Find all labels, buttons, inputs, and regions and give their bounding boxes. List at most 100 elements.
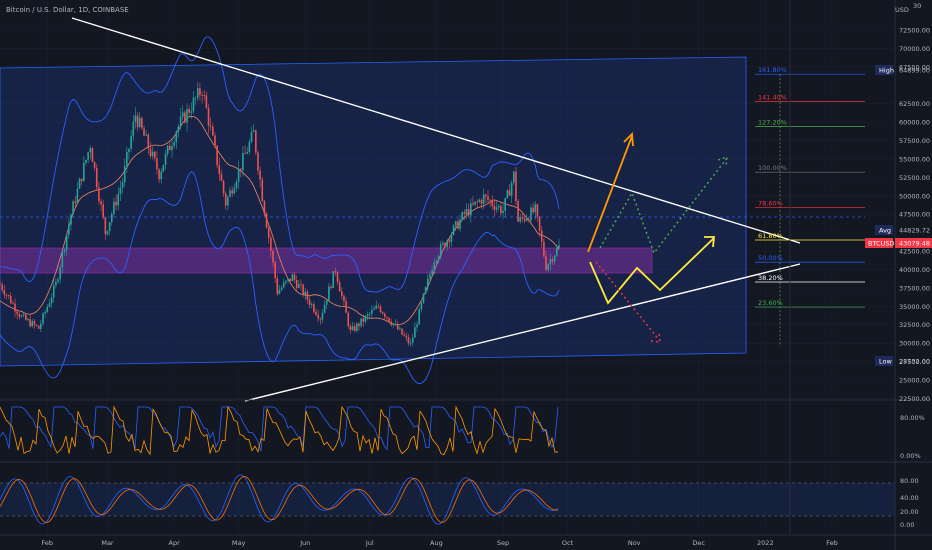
candle-body (91, 148, 94, 163)
candle-body (411, 337, 414, 343)
candle-body (500, 206, 502, 214)
candle-body (386, 316, 388, 318)
candle-body (74, 201, 77, 204)
candle-body (196, 88, 199, 98)
candle-body (98, 187, 100, 202)
fib-label: 100.00% (758, 164, 787, 172)
candle-body (235, 181, 238, 189)
candle-body (523, 218, 526, 221)
candle-body (214, 135, 216, 146)
candle-body (93, 162, 96, 168)
candle-body (267, 227, 270, 238)
candle-body (57, 279, 59, 282)
descending-trendline (71, 17, 801, 244)
candle-body (89, 148, 92, 153)
projection-green-dotted-arrow (599, 155, 728, 255)
candle-body (220, 174, 223, 181)
candle-body (128, 148, 130, 152)
low-tag-value: 28732.00 (899, 358, 930, 366)
x-tick-label: Sep (497, 539, 509, 547)
y-tick-label: 37500.00 (899, 284, 930, 292)
y-tick-label: 55000.00 (899, 155, 930, 163)
candle-body (156, 158, 158, 170)
candlesticks (0, 82, 560, 347)
candle-body (72, 201, 74, 215)
candle-body (528, 219, 530, 221)
candle-body (409, 342, 412, 344)
candle-body (282, 282, 285, 288)
candle-body (218, 165, 221, 175)
candle-body (22, 314, 25, 316)
candle-body (285, 280, 287, 283)
candle-body (259, 170, 261, 180)
osc2-k-line (0, 474, 559, 525)
osc1-blue-line (0, 406, 559, 452)
candle-body (510, 182, 513, 196)
candle-body (551, 259, 554, 262)
candle-body (306, 291, 309, 300)
fib-label: 78.60% (758, 200, 783, 208)
candle-body (16, 311, 18, 315)
candle-body (366, 314, 369, 316)
fib-label: 23.60% (758, 299, 783, 307)
candle-body (442, 242, 444, 245)
candle-body (46, 306, 49, 312)
candle-body (416, 324, 418, 328)
candle-body (265, 213, 268, 228)
candle-body (280, 287, 283, 290)
candle-body (184, 112, 186, 123)
candle-body (63, 249, 66, 252)
x-tick-label: Mar (101, 539, 114, 547)
candle-body (454, 221, 457, 226)
candle-body (252, 130, 255, 132)
y-tick-label: 40000.00 (899, 266, 930, 274)
x-tick-label: Jun (299, 539, 310, 547)
y-tick-label: 67500.00 (899, 63, 930, 71)
osc2-label-80: 80.00 (900, 477, 919, 485)
projection-yellow-arrow (589, 236, 715, 305)
y-tick-label: 30000.00 (899, 340, 930, 348)
high-tag-value: 64899.00 (899, 67, 930, 75)
candle-body (42, 313, 44, 324)
candle-body (474, 201, 476, 205)
y-tick-label: 32500.00 (899, 321, 930, 329)
candle-body (414, 327, 416, 338)
candle-body (85, 159, 87, 163)
candle-body (0, 284, 1, 286)
y-tick-label: 25000.00 (899, 377, 930, 385)
candle-body (244, 153, 246, 154)
fib-retracement (755, 73, 865, 347)
candle-body (83, 162, 85, 182)
candle-body (237, 168, 240, 182)
lower-band (0, 171, 560, 385)
candle-body (48, 303, 51, 307)
candle-body (356, 323, 358, 331)
candle-body (7, 295, 10, 297)
osc2-label-0: 0.00 (900, 521, 914, 529)
candle-body (446, 240, 448, 247)
candle-body (179, 116, 182, 127)
candle-body (192, 97, 195, 112)
candle-body (345, 301, 347, 313)
projection-orange-arrow (587, 131, 634, 253)
candle-body (328, 286, 330, 301)
candle-body (248, 142, 251, 153)
candle-body (525, 219, 528, 221)
candle-body (362, 318, 365, 322)
candle-body (171, 146, 173, 151)
candle-body (553, 255, 556, 262)
candle-body (497, 206, 500, 208)
candle-body (304, 291, 307, 296)
y-tick-label: 57500.00 (899, 137, 930, 145)
candle-body (330, 286, 332, 288)
candle-body (242, 153, 244, 171)
candle-body (160, 171, 163, 180)
candle-body (115, 201, 117, 206)
candle-body (224, 193, 227, 206)
candle-body (392, 324, 395, 326)
currency-sup: 30 (913, 2, 921, 10)
candle-body (487, 196, 489, 201)
candle-body (113, 201, 115, 215)
candle-body (164, 153, 167, 166)
